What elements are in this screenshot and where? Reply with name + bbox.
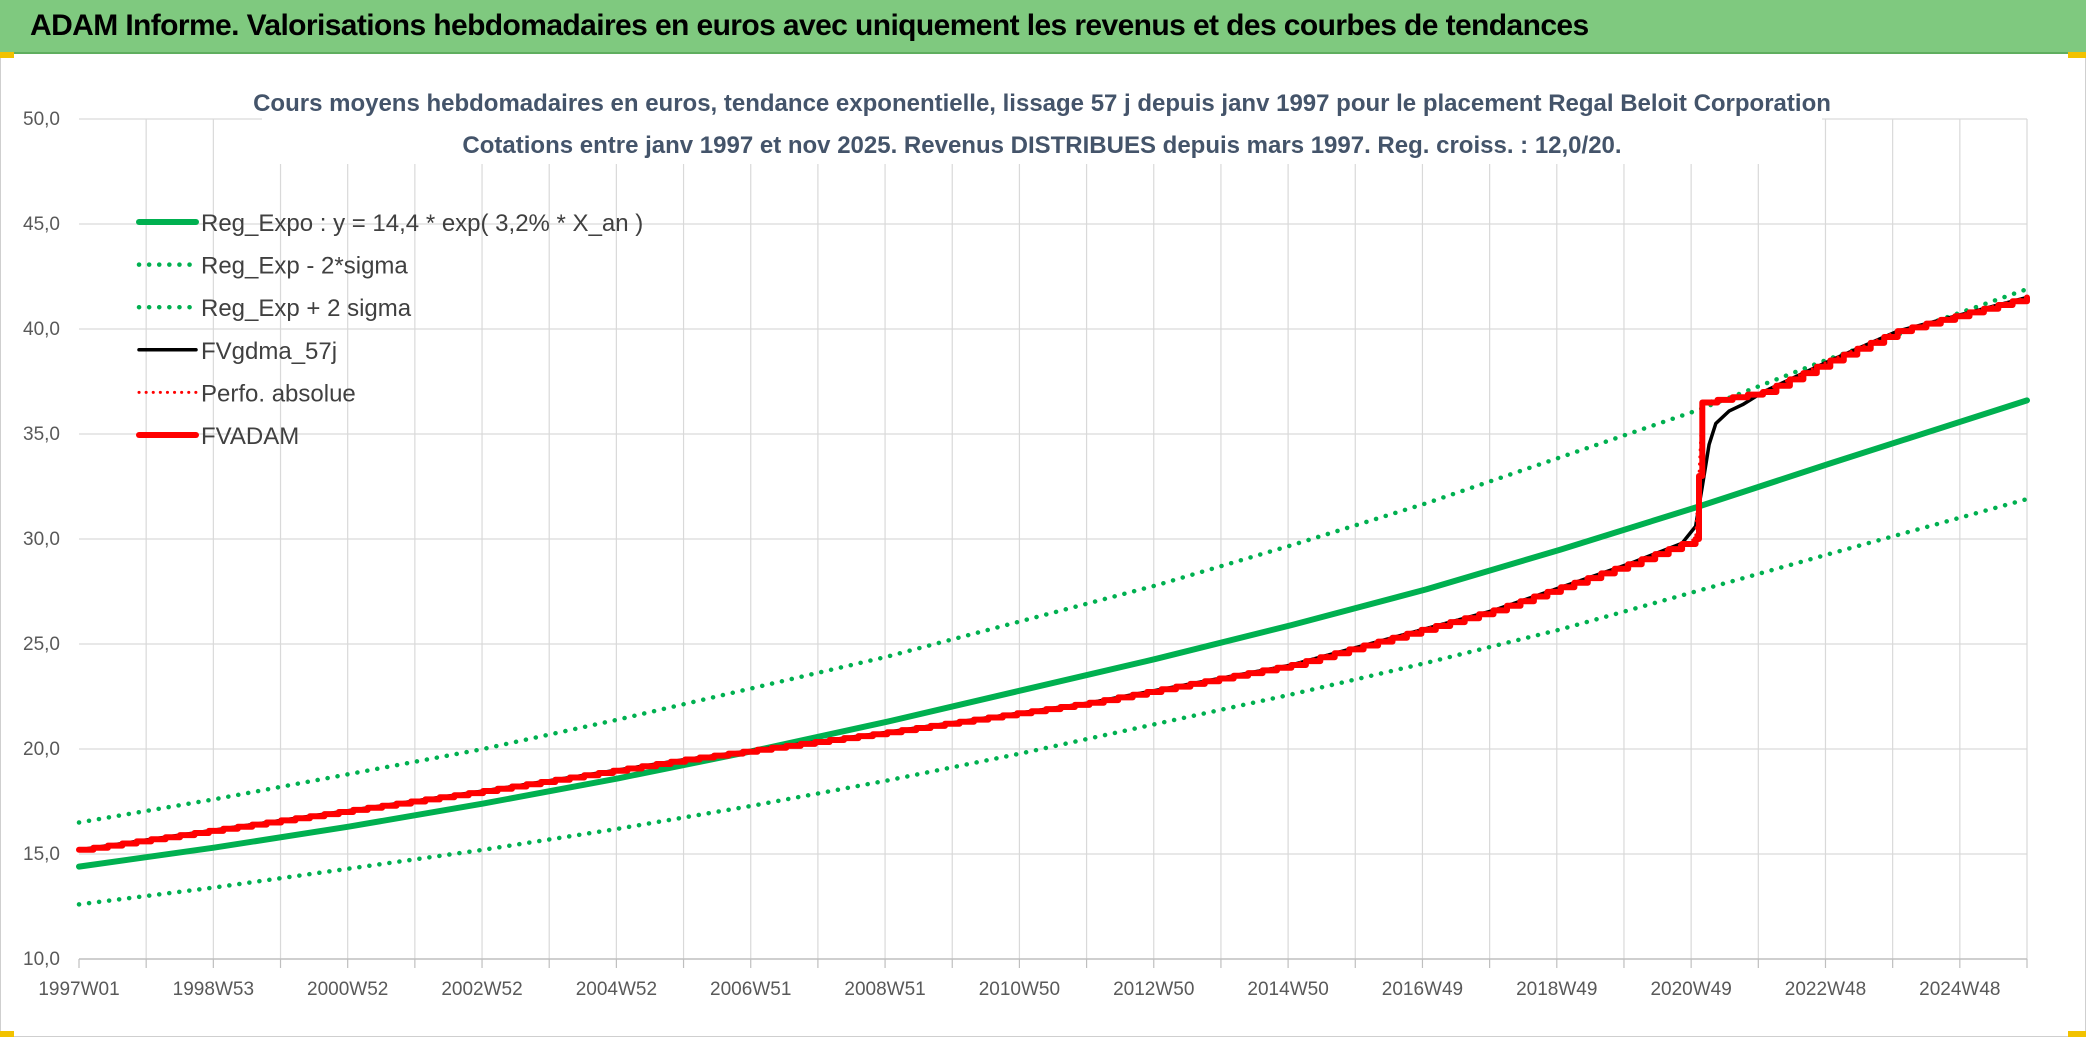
x-tick-label: 2006W51 bbox=[710, 979, 791, 1000]
x-tick-label: 2010W50 bbox=[979, 979, 1060, 1000]
legend-label: FVADAM bbox=[201, 423, 299, 450]
report-title: ADAM Informe. Valorisations hebdomadaire… bbox=[30, 9, 1589, 42]
report-header: ADAM Informe. Valorisations hebdomadaire… bbox=[0, 0, 2086, 54]
chart-title: Cours moyens hebdomadaires en euros, ten… bbox=[253, 84, 1831, 164]
series-line bbox=[76, 286, 2030, 825]
grid bbox=[79, 118, 2028, 959]
x-tick-label: 2008W51 bbox=[844, 979, 925, 1000]
corner-mark-bottom-left bbox=[0, 1031, 14, 1037]
x-tick-label: 2022W48 bbox=[1785, 979, 1866, 1000]
corner-mark-top-right bbox=[2068, 52, 2086, 58]
legend-label: Reg_Expo : y = 14,4 * exp( 3,2% * X_an ) bbox=[201, 210, 643, 237]
y-tick-label: 45,0 bbox=[23, 214, 60, 235]
series-line bbox=[76, 397, 2030, 870]
y-tick-label: 20,0 bbox=[23, 739, 60, 760]
x-tick-label: 2004W52 bbox=[576, 979, 657, 1000]
series-line bbox=[77, 296, 2029, 852]
chart-title-line-2: Cotations entre janv 1997 et nov 2025. R… bbox=[462, 132, 1621, 159]
series-lines bbox=[76, 286, 2030, 907]
y-tick-label: 40,0 bbox=[23, 319, 60, 340]
y-tick-label: 30,0 bbox=[23, 529, 60, 550]
x-axis-ticks: 1997W01 1998W53 2000W52 2002W52 2004W52 2006W… bbox=[38, 959, 2028, 1000]
y-tick-label: 15,0 bbox=[23, 844, 60, 865]
chart-title-line-1: Cours moyens hebdomadaires en euros, ten… bbox=[253, 90, 1831, 117]
y-tick-label: 25,0 bbox=[23, 634, 60, 655]
y-axis-ticks: 10,0 15,0 20,0 25,0 30,0 35,0 40,0 45,0 50,0 bbox=[23, 109, 60, 970]
legend-label: FVgdma_57j bbox=[201, 338, 337, 365]
x-tick-label: 2012W50 bbox=[1113, 979, 1194, 1000]
x-tick-label: 2000W52 bbox=[307, 979, 388, 1000]
corner-mark-top-left bbox=[0, 52, 14, 58]
x-tick-label: 1997W01 bbox=[38, 979, 119, 1000]
x-tick-label: 2002W52 bbox=[441, 979, 522, 1000]
legend-label: Reg_Exp - 2*sigma bbox=[201, 253, 408, 280]
legend-label: Reg_Exp + 2 sigma bbox=[201, 295, 412, 322]
y-tick-label: 50,0 bbox=[23, 109, 60, 130]
x-tick-label: 2024W48 bbox=[1919, 979, 2000, 1000]
y-tick-label: 10,0 bbox=[23, 949, 60, 970]
x-tick-label: 2020W49 bbox=[1650, 979, 1731, 1000]
y-tick-label: 35,0 bbox=[23, 424, 60, 445]
series-line bbox=[76, 294, 2030, 853]
corner-mark-bottom-right bbox=[2068, 1031, 2086, 1037]
legend-label: Perfo. absolue bbox=[201, 380, 356, 407]
series-line bbox=[76, 496, 2030, 907]
x-tick-label: 2018W49 bbox=[1516, 979, 1597, 1000]
x-tick-label: 2014W50 bbox=[1247, 979, 1328, 1000]
legend: Reg_Expo : y = 14,4 * exp( 3,2% * X_an )… bbox=[136, 210, 643, 450]
x-tick-label: 2016W49 bbox=[1382, 979, 1463, 1000]
x-tick-label: 1998W53 bbox=[173, 979, 254, 1000]
series-line bbox=[77, 295, 2029, 852]
